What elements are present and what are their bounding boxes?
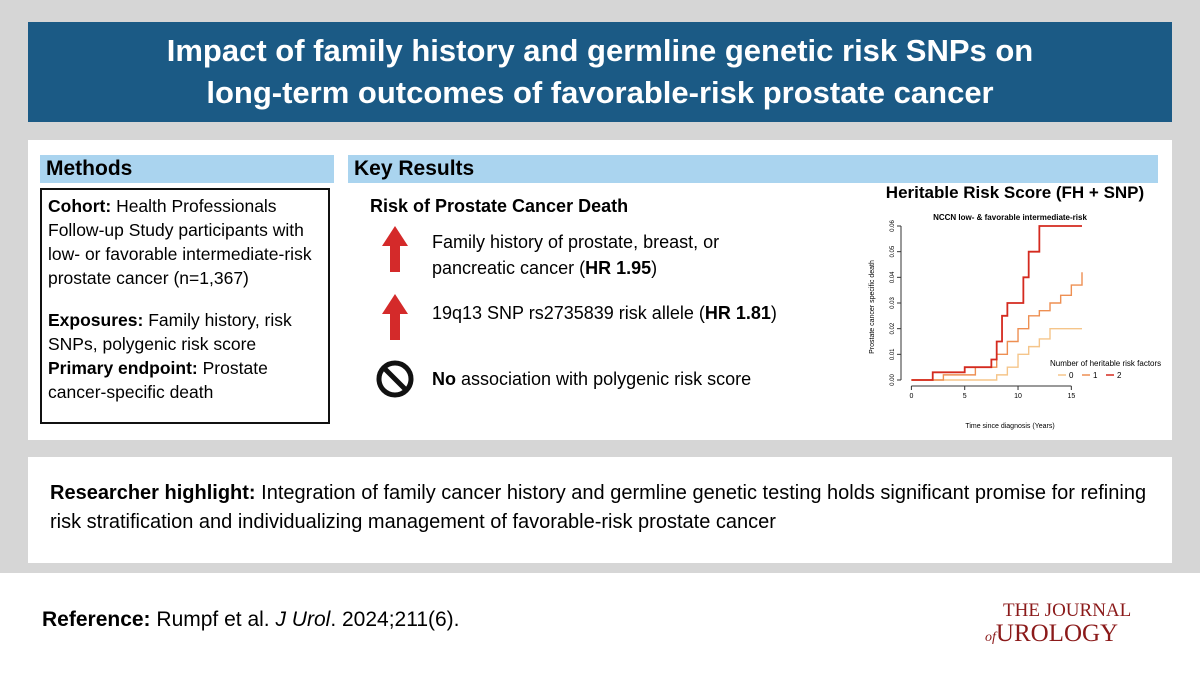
authors: Rumpf et al. — [156, 608, 270, 631]
title: Impact of family history and germline ge… — [166, 33, 1034, 68]
y-tick-label: 0.01 — [890, 348, 896, 360]
text: Health Professionals Follow-up Study par… — [48, 196, 312, 288]
label: Reference: — [42, 608, 151, 631]
y-tick-label: 0.03 — [890, 297, 896, 309]
y-tick-label: 0.06 — [890, 220, 896, 232]
label: Primary endpoint: — [48, 358, 198, 378]
logo: THE JOURNAL ofUROLOGY — [985, 600, 1131, 650]
text: Prostate cancer-specific death — [48, 358, 268, 402]
step-line — [911, 272, 1083, 381]
method-item: Exposures: Family history, risk SNPs, po… — [48, 308, 328, 356]
y-tick-label: 0.04 — [890, 271, 896, 283]
label: Exposures: — [48, 310, 144, 330]
text: ) — [651, 258, 658, 278]
text: 19q13 SNP rs2735839 risk allele ( — [432, 303, 705, 323]
y-label: Prostate cancer specific death — [869, 260, 876, 354]
chart-heading: Heritable Risk Score (FH + SNP) — [886, 183, 1144, 202]
no-icon — [376, 360, 414, 398]
results-panel — [28, 140, 1172, 440]
legend-label: 0 — [1069, 371, 1074, 380]
logo-of: of — [985, 630, 996, 645]
label: Cohort: — [48, 196, 112, 216]
key-results-heading: Key Results — [348, 155, 1158, 183]
label: Researcher highlight: — [50, 482, 256, 504]
result-item: No association with polygenic risk score — [432, 366, 751, 392]
reference: Reference: Rumpf et al. J Urol. 2024;211… — [42, 608, 460, 632]
hr: HR 1.95 — [585, 258, 652, 278]
text: Integration of family cancer history and… — [50, 482, 1147, 533]
highlight: Researcher highlight: Integration of fam… — [28, 457, 1172, 537]
text: ) — [770, 303, 777, 323]
methods-heading: Methods — [40, 155, 334, 183]
result-item: Family history of prostate, breast, or p… — [432, 229, 792, 281]
up-arrow — [382, 226, 408, 272]
legend-title: Number of heritable risk factors — [1050, 359, 1161, 368]
y-tick-label: 0.02 — [890, 322, 896, 334]
step-line — [911, 225, 1082, 381]
chart: Heritable Risk Score (FH + SNP) NCCN low… — [869, 183, 1161, 430]
subheading: Risk of Prostate Cancer Death — [370, 196, 629, 216]
step-line — [911, 327, 1082, 381]
y-tick-label: 0.05 — [890, 245, 896, 257]
x-tick-label: 0 — [909, 393, 913, 400]
chart-title: NCCN low- & favorable intermediate-risk — [933, 213, 1087, 222]
text: association with polygenic risk score — [456, 369, 752, 389]
logo-line: THE JOURNAL — [1003, 600, 1132, 621]
hr: HR 1.81 — [704, 303, 771, 323]
x-tick-label: 5 — [963, 393, 967, 400]
no-icon — [382, 366, 408, 392]
x-tick-label: 15 — [1067, 393, 1075, 400]
methods-box: Cohort: Health Professionals Follow-up S… — [40, 188, 330, 424]
up-arrow — [382, 294, 408, 340]
result-item: 19q13 SNP rs2735839 risk allele (HR 1.81… — [432, 300, 777, 326]
logo-line: ofUROLOGY — [985, 620, 1131, 650]
text: Family history, risk SNPs, polygenic ris… — [48, 310, 292, 354]
x-tick-label: 10 — [1014, 393, 1022, 400]
title: long-term outcomes of favorable-risk pro… — [206, 75, 994, 110]
citation: . 2024;211(6). — [330, 608, 460, 631]
icons — [376, 226, 414, 398]
text: Family history of prostate, breast, or p… — [432, 232, 720, 278]
highlight-box: Researcher highlight: Integration of fam… — [28, 457, 1172, 563]
title-banner: Impact of family history and germline ge… — [28, 22, 1172, 122]
y-tick-label: 0.00 — [890, 374, 896, 386]
method-item: Primary endpoint: Prostate cancer-specif… — [48, 356, 328, 404]
legend-label: 2 — [1117, 371, 1122, 380]
x-label: Time since diagnosis (Years) — [965, 423, 1054, 430]
journal: J Urol — [275, 608, 331, 631]
legend-label: 1 — [1093, 371, 1098, 380]
method-item: Cohort: Health Professionals Follow-up S… — [48, 194, 328, 290]
logo-word: UROLOGY — [995, 620, 1119, 647]
bold: No — [432, 369, 456, 389]
